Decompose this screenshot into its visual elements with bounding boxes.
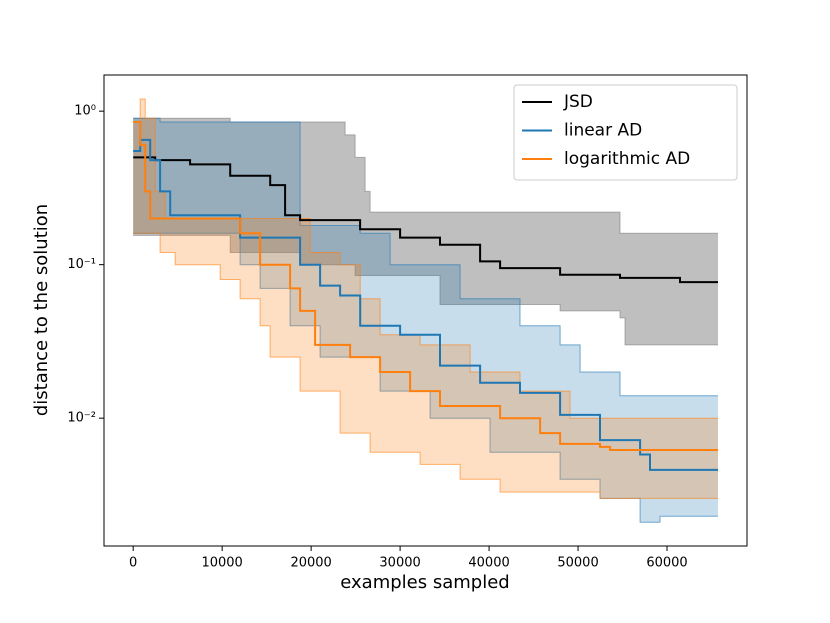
- band: [133, 118, 718, 345]
- y-tick-label: 10⁻¹: [67, 257, 96, 272]
- x-tick-label: 10000: [201, 556, 242, 571]
- plot-area: [133, 98, 718, 523]
- legend-label: logarithmic AD: [564, 149, 690, 169]
- legend-label: linear AD: [564, 121, 642, 141]
- band-lower-edge: [133, 232, 718, 499]
- x-tick-label: 0: [129, 556, 137, 571]
- series-line: [133, 138, 718, 471]
- band-lower-edge: [133, 232, 718, 523]
- x-tick-label: 50000: [557, 556, 598, 571]
- x-tick-label: 60000: [646, 556, 687, 571]
- y-tick-label: 10⁻²: [67, 411, 96, 426]
- x-axis-label: examples sampled: [340, 572, 509, 593]
- x-tick-label: 40000: [468, 556, 509, 571]
- x-tick-label: 20000: [290, 556, 331, 571]
- series-line: [133, 156, 718, 284]
- band-upper-edge: [133, 98, 718, 419]
- legend-label: JSD: [563, 92, 593, 112]
- axes-frame: [103, 74, 748, 547]
- y-tick-label: 10⁰: [74, 104, 96, 119]
- y-axis-label: distance to the solution: [31, 204, 52, 416]
- x-tick-label: 30000: [379, 556, 420, 571]
- band-upper-edge: [133, 117, 718, 397]
- band-lower-edge: [133, 234, 718, 346]
- series-line: [133, 121, 718, 451]
- legend-box: [513, 84, 738, 181]
- band: [133, 118, 718, 523]
